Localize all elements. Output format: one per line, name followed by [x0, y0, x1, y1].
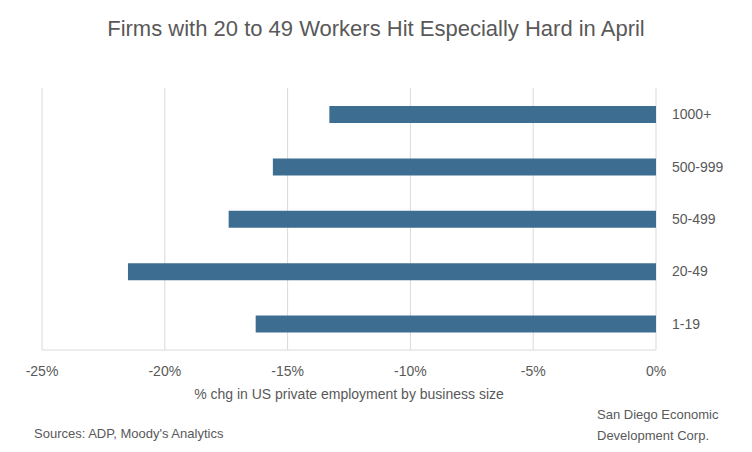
svg-text:-5%: -5%: [521, 363, 546, 379]
svg-text:0%: 0%: [646, 363, 666, 379]
svg-text:20-49: 20-49: [672, 263, 708, 279]
svg-text:1-19: 1-19: [672, 316, 700, 332]
html-text:San Diego Economic Development: San Diego Economic Development Corp.: [597, 407, 719, 443]
svg-text:-25%: -25%: [26, 363, 59, 379]
svg-text:-20%: -20%: [148, 363, 181, 379]
svg-text:500-999: 500-999: [672, 159, 724, 175]
svg-text:50-499: 50-499: [672, 211, 716, 227]
html-text:Firms with 20 to 49 Workers Hi: Firms with 20 to 49 Workers Hit Especial…: [107, 16, 645, 41]
html-text:Sources: ADP, Moody's Analytic: Sources: ADP, Moody's Analytics: [34, 426, 224, 441]
html-text:% chg in US private employment: % chg in US private employment by busine…: [194, 386, 504, 402]
svg-text:-10%: -10%: [394, 363, 427, 379]
svg-text:-15%: -15%: [271, 363, 304, 379]
svg-text:1000+: 1000+: [672, 106, 711, 122]
